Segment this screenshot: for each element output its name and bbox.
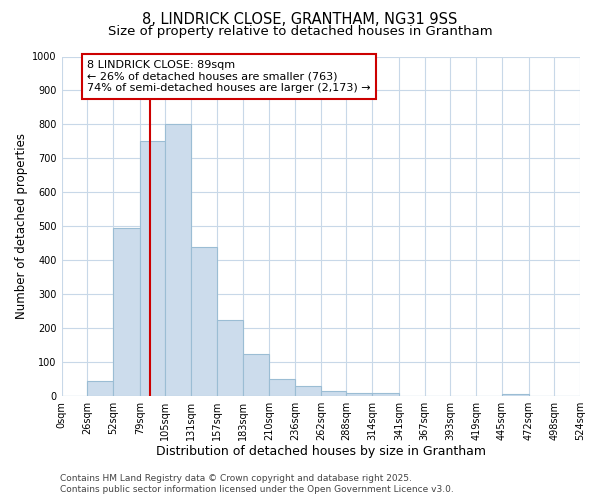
Bar — [372, 392, 399, 396]
X-axis label: Distribution of detached houses by size in Grantham: Distribution of detached houses by size … — [156, 444, 486, 458]
Bar — [269, 379, 295, 396]
Bar — [191, 246, 217, 396]
Bar — [87, 381, 113, 396]
Bar — [113, 228, 140, 396]
Bar — [140, 142, 166, 396]
Bar — [346, 392, 372, 396]
Text: 8 LINDRICK CLOSE: 89sqm
← 26% of detached houses are smaller (763)
74% of semi-d: 8 LINDRICK CLOSE: 89sqm ← 26% of detache… — [87, 60, 371, 93]
Text: 8, LINDRICK CLOSE, GRANTHAM, NG31 9SS: 8, LINDRICK CLOSE, GRANTHAM, NG31 9SS — [142, 12, 458, 28]
Text: Size of property relative to detached houses in Grantham: Size of property relative to detached ho… — [107, 25, 493, 38]
Bar — [295, 386, 321, 396]
Bar — [242, 354, 269, 396]
Bar — [321, 391, 346, 396]
Bar — [166, 124, 191, 396]
Bar — [217, 320, 242, 396]
Bar — [502, 394, 529, 396]
Text: Contains HM Land Registry data © Crown copyright and database right 2025.
Contai: Contains HM Land Registry data © Crown c… — [60, 474, 454, 494]
Y-axis label: Number of detached properties: Number of detached properties — [15, 134, 28, 320]
